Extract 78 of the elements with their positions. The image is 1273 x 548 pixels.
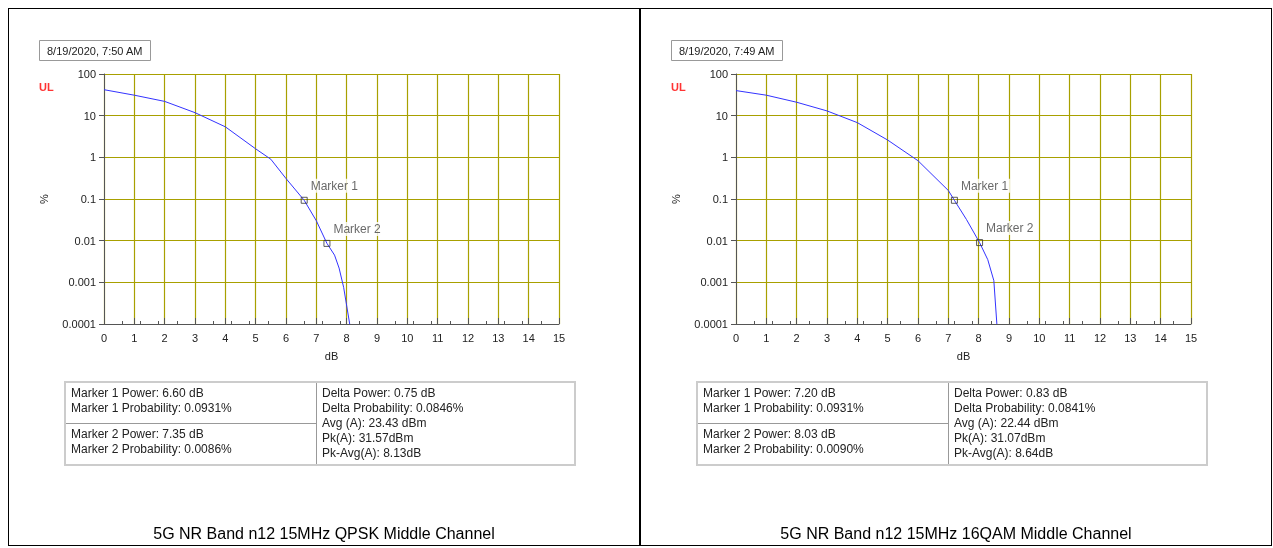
text: Marker 1 Probability: 0.0931% [703, 401, 865, 416]
x-tick-label: 10 [1033, 331, 1046, 344]
x-tick-label: 13 [1124, 331, 1137, 344]
x-tick-label: 8 [343, 331, 350, 344]
x-tick-label: 0 [100, 331, 108, 344]
y-tick-label: 0.001 [68, 276, 96, 289]
x-tick-label: 3 [191, 331, 199, 344]
text: Delta Power: 0.83 dB [954, 386, 1069, 401]
x-tick-label: 8 [975, 331, 982, 344]
y-tick-label: 0.1 [712, 193, 728, 205]
text: Marker 2 Probability: 0.0086% [71, 442, 233, 457]
y-axis-title: % [37, 193, 50, 204]
x-tick-label: 15 [552, 331, 566, 344]
x-axis-title: dB [956, 349, 971, 362]
text: Marker 2 Power: 7.35 dB [71, 427, 205, 442]
x-tick-label: 6 [914, 331, 922, 344]
y-axis-title: % [669, 193, 682, 204]
chart-title: 8/19/2020, 7:49 AM [679, 44, 775, 57]
x-tick-label: 5 [884, 331, 891, 344]
y-tick-label: 0.001 [700, 276, 728, 289]
series-label: Marker 2 [986, 221, 1034, 236]
x-tick-label: 11 [431, 331, 444, 344]
text: Pk-Avg(A): 8.13dB [322, 446, 423, 461]
y-tick-label: 0.01 [706, 234, 728, 247]
x-tick-label: 9 [373, 331, 381, 344]
y-tick-label: 100 [77, 68, 96, 80]
x-tick-label: 15 [1184, 331, 1198, 344]
x-tick-label: 10 [401, 331, 414, 344]
text: Marker 1 Probability: 0.0931% [71, 401, 233, 416]
x-tick-label: 2 [161, 331, 168, 344]
text: Delta Probability: 0.0846% [322, 401, 465, 416]
text: Marker 1 Power: 6.60 dB [71, 386, 205, 401]
x-tick-label: 13 [492, 331, 505, 344]
x-tick-label: 9 [1005, 331, 1013, 344]
x-tick-label: 12 [461, 331, 475, 344]
x-tick-label: 14 [522, 331, 535, 344]
text: Marker 2 Probability: 0.0090% [703, 442, 865, 457]
x-tick-label: 12 [1093, 331, 1107, 344]
x-tick-label: 4 [222, 331, 229, 344]
series-label: Marker 1 [960, 178, 1009, 193]
y-tick-label: 1 [89, 151, 96, 164]
text: Avg (A): 23.43 dBm [322, 416, 428, 431]
text: UL [39, 81, 54, 93]
x-tick-label: 7 [313, 331, 320, 344]
text: Pk(A): 31.57dBm [322, 431, 415, 446]
text: Pk-Avg(A): 8.64dB [954, 446, 1055, 461]
x-tick-label: 1 [763, 331, 770, 344]
x-tick-label: 3 [823, 331, 831, 344]
x-tick-label: 14 [1154, 331, 1167, 344]
y-tick-label: 0.1 [80, 193, 96, 205]
y-tick-label: 10 [83, 109, 96, 122]
y-tick-label: 0.01 [74, 234, 96, 247]
x-axis-title: dB [324, 349, 339, 362]
x-tick-label: 2 [793, 331, 800, 344]
text: UL [671, 81, 686, 93]
x-tick-label: 0 [732, 331, 740, 344]
x-tick-label: 1 [131, 331, 138, 344]
x-tick-label: 7 [945, 331, 952, 344]
text: Marker 1 Power: 7.20 dB [703, 386, 837, 401]
x-tick-label: 11 [1063, 331, 1076, 344]
x-tick-label: 6 [282, 331, 290, 344]
y-tick-label: 10 [715, 109, 728, 122]
text: 5G NR Band n12 15MHz 16QAM Middle Channel [779, 525, 1133, 543]
text: 5G NR Band n12 15MHz QPSK Middle Channel [152, 525, 496, 543]
x-tick-label: 5 [252, 331, 259, 344]
text: Pk(A): 31.07dBm [954, 431, 1047, 446]
series-label: Marker 2 [333, 221, 382, 236]
y-tick-label: 100 [709, 68, 728, 80]
text: Delta Probability: 0.0841% [954, 401, 1097, 416]
text: Avg (A): 22.44 dBm [954, 416, 1060, 431]
chart-title: 8/19/2020, 7:50 AM [47, 44, 143, 57]
series-label: Marker 1 [310, 178, 359, 193]
text: Marker 2 Power: 8.03 dB [703, 427, 837, 442]
y-tick-label: 0.0001 [62, 318, 96, 330]
x-tick-label: 4 [854, 331, 861, 344]
text: Delta Power: 0.75 dB [322, 386, 437, 401]
y-tick-label: 0.0001 [694, 318, 728, 330]
y-tick-label: 1 [721, 151, 728, 164]
